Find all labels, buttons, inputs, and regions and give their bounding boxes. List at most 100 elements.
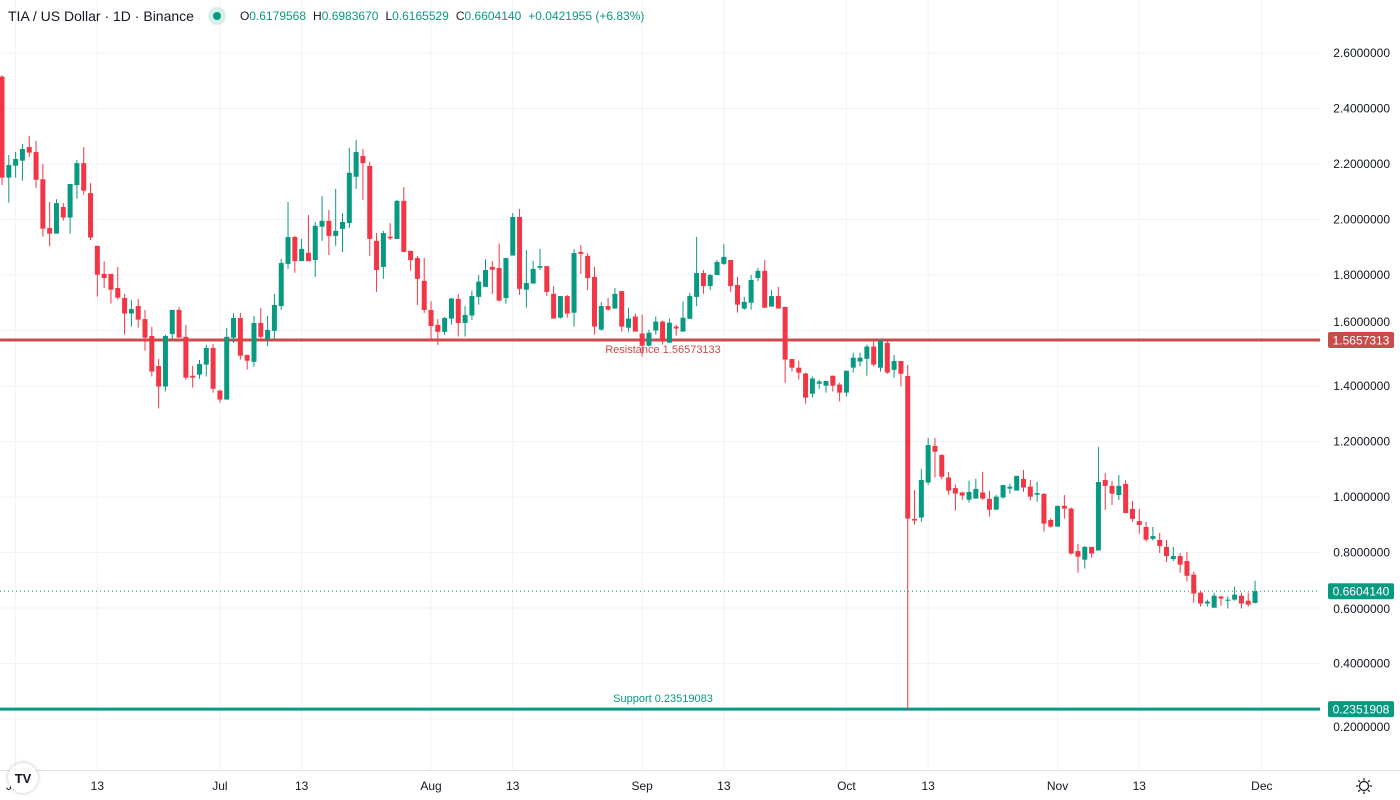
y-tick-label: 1.2000000 [1333, 434, 1390, 448]
price-axis[interactable]: 2.6000000 2.4000000 2.2000000 2.0000000 1.80… [1333, 46, 1390, 734]
candle-up [973, 478, 979, 499]
tradingview-logo[interactable]: TV [8, 763, 38, 793]
candle-down [796, 360, 802, 380]
candle-up [687, 293, 693, 319]
candle-down [421, 258, 427, 313]
candle-body [898, 360, 904, 374]
candle-body [47, 228, 53, 234]
candle-up [53, 199, 59, 234]
last-price-badge-bg [1328, 583, 1394, 600]
candle-down [591, 266, 597, 335]
candle-body [401, 200, 407, 252]
candle-body [162, 336, 168, 387]
y-tick-label: 0.2000000 [1333, 720, 1390, 734]
candle-up [1252, 580, 1258, 604]
candle-down [190, 365, 196, 388]
candle-down [1027, 480, 1033, 501]
candle-body [1252, 591, 1258, 603]
candle-down [544, 266, 550, 297]
candle-body [1034, 493, 1040, 495]
candle-body [312, 225, 318, 260]
candle-body [1021, 478, 1026, 488]
candle-down [632, 313, 638, 332]
candle-body [203, 347, 209, 365]
candle-body [775, 296, 781, 309]
candle-body [653, 321, 659, 331]
candle-down [564, 294, 570, 318]
candle-up [557, 296, 563, 319]
candle-down [1238, 592, 1244, 609]
candle-body [135, 306, 141, 320]
candle-body [850, 357, 856, 368]
candle-body [462, 314, 468, 323]
candle-up [231, 312, 237, 343]
candle-up [1000, 485, 1006, 499]
candle-body [530, 268, 536, 284]
candle-body [251, 322, 257, 362]
candle-body [380, 233, 386, 267]
candle-body [973, 488, 979, 499]
candle-up [925, 437, 931, 485]
candle-body [13, 158, 19, 166]
candle-up [469, 290, 475, 320]
candle-down [1089, 546, 1095, 558]
y-tick-label: 0.6000000 [1333, 602, 1390, 616]
candle-down [115, 266, 121, 300]
candle-body [646, 332, 652, 346]
candles [0, 75, 1258, 711]
y-tick-label: 1.4000000 [1333, 379, 1390, 393]
close-label: C [455, 9, 465, 23]
candle-up [67, 183, 73, 234]
candle-down [0, 75, 5, 186]
candle-up [333, 188, 339, 246]
candle-body [959, 492, 965, 496]
candle-body [578, 251, 584, 254]
candle-down [1068, 507, 1074, 555]
candle-down [326, 210, 332, 256]
candle-body [1116, 485, 1122, 496]
resistance-price-badge: 1.5657313 [1333, 333, 1390, 347]
candle-body [1109, 485, 1115, 494]
ohlc-legend: O0.6179568 H0.6983670 L0.6165529 C0.6604… [240, 9, 644, 23]
candle-down [292, 235, 298, 273]
candle-body [925, 445, 931, 483]
symbol-title[interactable]: TIA / US Dollar · 1D · Binance [8, 8, 194, 24]
candle-body [414, 258, 420, 279]
candle-body [428, 309, 434, 327]
candle-body [6, 165, 12, 178]
settings-icon[interactable] [1355, 777, 1373, 795]
candle-down [517, 208, 523, 295]
candle-body [333, 230, 339, 236]
change-value: +0.0421955 (+6.83%) [528, 9, 645, 23]
candle-up [442, 316, 448, 335]
candle-body [1143, 526, 1149, 540]
candle-body [823, 380, 829, 386]
candle-up [918, 468, 924, 522]
candle-body [128, 309, 134, 314]
candle-body [864, 346, 870, 359]
candle-body [33, 152, 39, 180]
close-value: 0.6604140 [464, 9, 522, 23]
candle-body [19, 149, 25, 161]
candle-down [1177, 553, 1183, 573]
candle-up [966, 480, 972, 503]
candle-body [244, 354, 250, 361]
candle-body [326, 220, 332, 236]
candle-down [912, 490, 918, 525]
time-axis[interactable]: Jun13Jul13Aug13Sep13Oct13Nov13Dec [0, 770, 1400, 794]
candle-body [469, 296, 475, 316]
horizontal-lines: Resistance 1.56573133 Support 0.23519083 [0, 338, 1320, 711]
candle-down [414, 255, 420, 305]
candle-body [346, 172, 352, 224]
candle-up [530, 261, 536, 284]
x-tick-label: Sep [631, 779, 653, 793]
candle-down [47, 202, 53, 247]
low-label: L [385, 9, 393, 23]
candle-body [67, 183, 73, 218]
candle-body [503, 258, 509, 299]
x-tick-label: 13 [921, 779, 935, 793]
candle-body [142, 319, 148, 338]
candle-down [1129, 500, 1135, 522]
candle-body [1041, 493, 1047, 524]
